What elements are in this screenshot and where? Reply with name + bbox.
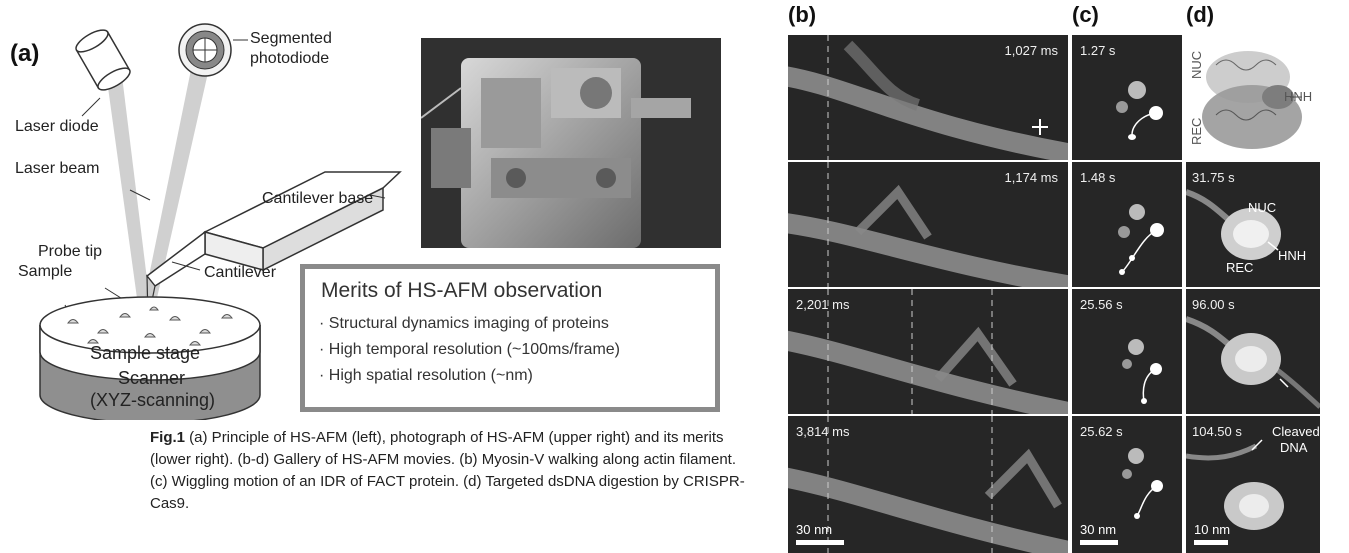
fact-timestamp-3: 25.56 s [1080,297,1123,312]
caption-label: Fig.1 [150,429,186,446]
fact-frame-1-image [1116,81,1163,140]
cas9-frame-3-image [1186,439,1284,530]
fact-timestamp-4: 25.62 s [1080,424,1123,439]
myosin-scalebar-label: 30 nm [796,522,833,537]
cas9-label-rec: REC [1226,260,1254,275]
fact-frame-2-image [1118,204,1164,275]
merits-box: Merits of HS-AFM observation · Structura… [300,264,720,412]
myosin-timestamp-1: 1,027 ms [1004,43,1058,58]
afm-schematic [39,23,402,420]
cas9-scalebar-label: 10 nm [1194,522,1231,537]
caption-text: (a) Principle of HS-AFM (left), photogra… [150,429,745,512]
cas9-scalebar [1194,540,1228,545]
figure-caption: Fig.1 (a) Principle of HS-AFM (left), ph… [150,427,750,515]
label-segmented: Segmented [250,30,332,47]
myosin-frame-4-image [788,416,1068,553]
cas9-timestamp-2: 96.00 s [1192,297,1235,312]
fact-frame-3-image [1122,339,1162,404]
myosin-frame-1-image [788,35,1068,160]
label-scanner: Scanner [118,368,186,388]
fact-frame-3: 25.56 s [1072,289,1182,414]
cas9-frame-3: 104.50 s Cleaved DNA 10 nm [1186,416,1320,553]
myosin-frame-2-image [788,162,1068,287]
fact-frame-1: 1.27 s [1072,35,1182,160]
label-sample: Sample [18,263,73,280]
fact-frame-2: 1.48 s [1072,162,1182,287]
label-scanner-sub: (XYZ-scanning) [90,390,216,410]
myosin-timestamp-3: 2,201 ms [796,297,850,312]
cas9-timestamp-1: 31.75 s [1192,170,1235,185]
cas9-structure: NUC REC HNH [1186,35,1320,160]
myosin-frame-1: 1,027 ms [788,35,1068,160]
cas9-timestamp-3: 104.50 s [1192,424,1242,439]
merit-item-2: · High temporal resolution (~100ms/frame… [319,341,621,358]
myosin-frame-2: 1,174 ms [788,162,1068,287]
panel-d-letter: (d) [1186,2,1215,27]
cas9-label-dna: DNA [1280,440,1308,455]
fact-frame-4-image [1122,448,1163,519]
myosin-timestamp-4: 3,814 ms [796,424,850,439]
fact-scalebar-label: 30 nm [1080,522,1117,537]
structure-label-hnh: HNH [1284,89,1313,104]
cas9-structure-drawing [1202,51,1302,149]
cas9-label-hnh: HNH [1278,248,1307,263]
fact-timestamp-1: 1.27 s [1080,43,1116,58]
label-cantilever-base: Cantilever base [262,190,374,207]
fact-frame-4: 25.62 s 30 nm [1072,416,1182,553]
fact-scalebar [1080,540,1118,545]
myosin-scalebar [796,540,844,545]
label-probe-tip: Probe tip [38,243,103,260]
structure-label-rec: REC [1189,117,1204,145]
myosin-frame-3: 2,201 ms [788,289,1068,414]
hs-afm-photo-drawing [421,38,721,248]
cas9-frame-2: 96.00 s [1186,289,1320,414]
panel-a-letter: (a) [10,40,40,67]
merit-item-1: · Structural dynamics imaging of protein… [319,315,609,332]
fact-timestamp-2: 1.48 s [1080,170,1116,185]
label-sample-stage: Sample stage [90,343,201,363]
panel-c-letter: (c) [1072,2,1099,27]
cas9-label-nuc: NUC [1248,200,1277,215]
myosin-timestamp-2: 1,174 ms [1004,170,1058,185]
label-laser-beam: Laser beam [15,160,100,177]
label-photodiode: photodiode [250,50,330,67]
panel-b-letter: (b) [788,2,817,27]
cas9-frame-1-image [1186,189,1281,260]
merits-title: Merits of HS-AFM observation [321,279,603,302]
cas9-frame-1: 31.75 s NUC REC HNH [1186,162,1320,287]
merit-item-3: · High spatial resolution (~nm) [319,367,533,384]
structure-label-nuc: NUC [1189,50,1204,79]
label-cantilever: Cantilever [204,264,277,281]
hs-afm-photograph [421,38,721,248]
label-laser-diode: Laser diode [15,118,99,135]
cas9-label-cleaved: Cleaved [1272,424,1320,439]
myosin-frame-4: 3,814 ms 30 nm [788,416,1068,553]
cas9-frame-2-image [1186,316,1320,409]
myosin-frame-3-image [788,289,1068,414]
